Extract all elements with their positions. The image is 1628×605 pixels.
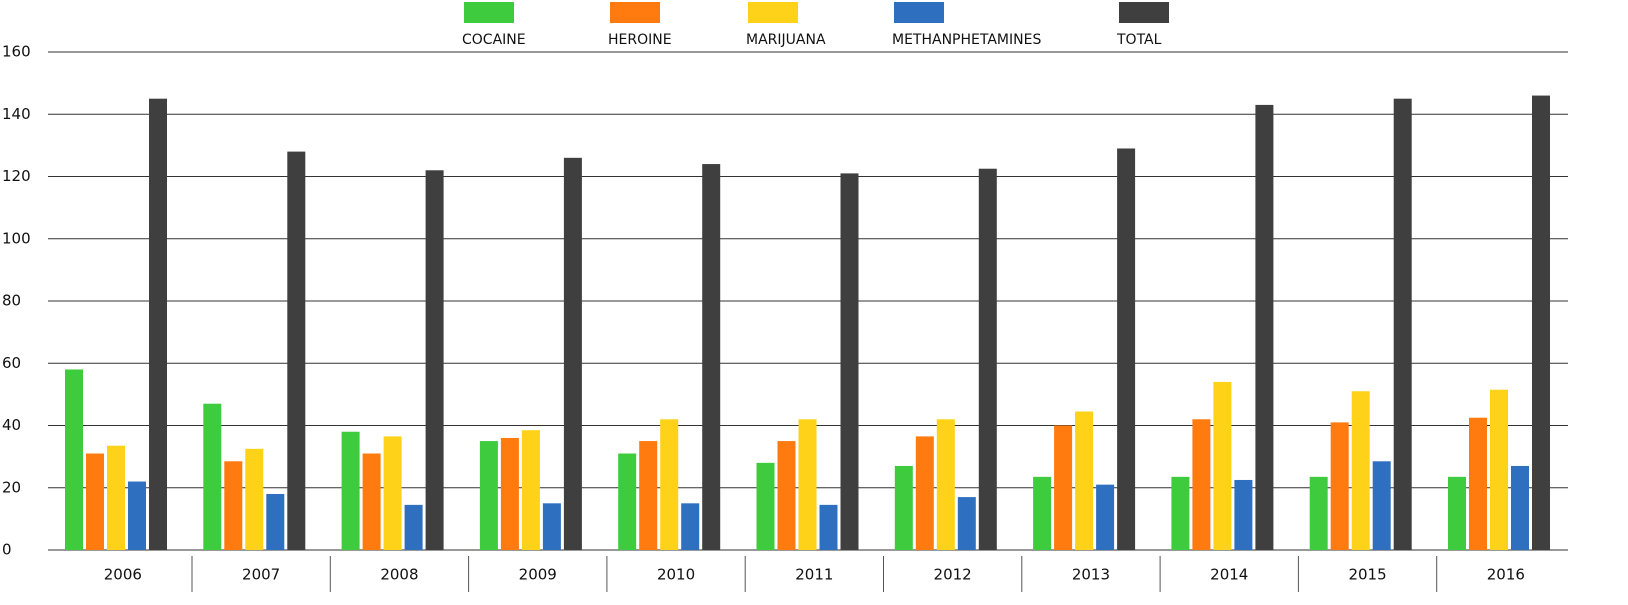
bar	[1309, 476, 1328, 550]
bar	[639, 441, 658, 550]
legend-label: TOTAL	[1116, 32, 1162, 48]
bar	[1330, 422, 1349, 550]
bar	[1234, 479, 1253, 550]
y-tick-label: 20	[2, 478, 21, 496]
bar	[245, 448, 264, 550]
bar	[287, 151, 306, 550]
bar	[383, 436, 402, 550]
bar	[618, 453, 637, 550]
y-tick-label: 80	[2, 292, 21, 310]
bar	[681, 503, 700, 550]
x-tick-label: 2013	[1072, 566, 1110, 584]
bar	[224, 461, 243, 550]
legend-swatch	[1119, 2, 1169, 23]
bar	[798, 419, 817, 550]
legend-swatch	[464, 2, 514, 23]
bar	[756, 462, 775, 550]
legend-label: COCAINE	[462, 32, 526, 48]
x-tick-label: 2006	[104, 566, 142, 584]
bar	[86, 453, 104, 550]
legend-swatch	[610, 2, 660, 23]
bar	[479, 441, 498, 550]
bar	[1033, 476, 1052, 550]
bar	[915, 436, 934, 550]
x-tick-label: 2012	[934, 566, 972, 584]
y-tick-label: 160	[2, 43, 31, 61]
bar	[702, 164, 721, 551]
bar	[128, 481, 146, 550]
legend-swatch	[894, 2, 944, 23]
bar	[425, 170, 444, 550]
bar	[1096, 484, 1115, 550]
bar	[1393, 98, 1412, 550]
bar	[936, 419, 955, 550]
y-tick-label: 100	[2, 229, 31, 247]
bar	[1054, 425, 1073, 550]
bar	[1351, 391, 1370, 550]
bar	[500, 437, 519, 550]
bar	[404, 504, 423, 550]
legend-swatch	[748, 2, 798, 23]
y-tick-label: 0	[2, 541, 12, 559]
x-tick-label: 2011	[795, 566, 833, 584]
legend-label: METHANPHETAMINES	[892, 32, 1041, 48]
y-tick-label: 40	[2, 416, 21, 434]
legend-label: HEROINE	[608, 32, 672, 48]
x-tick-label: 2015	[1348, 566, 1386, 584]
bar	[1171, 476, 1190, 550]
y-tick-label: 60	[2, 354, 21, 372]
bar	[266, 493, 285, 550]
bar	[1372, 461, 1391, 550]
bar	[660, 419, 679, 550]
bar	[362, 453, 381, 550]
bar	[542, 503, 561, 550]
bar	[341, 431, 360, 550]
bar	[1448, 476, 1466, 550]
x-tick-label: 2010	[657, 566, 695, 584]
bar	[957, 497, 976, 550]
x-tick-label: 2014	[1210, 566, 1248, 584]
bar	[1469, 417, 1487, 550]
bar	[1490, 389, 1508, 550]
bar	[1532, 95, 1550, 550]
y-tick-label: 120	[2, 167, 31, 185]
x-tick-label: 2016	[1487, 566, 1525, 584]
bar	[1255, 104, 1274, 550]
bar	[107, 445, 125, 550]
bar	[203, 403, 222, 550]
bar	[1511, 465, 1529, 550]
bar	[1117, 148, 1136, 551]
bar	[521, 430, 540, 550]
bar	[819, 504, 838, 550]
y-tick-label: 140	[2, 105, 31, 123]
bar	[1213, 381, 1232, 550]
bar	[840, 173, 859, 550]
bar	[65, 369, 83, 550]
bar	[978, 168, 997, 550]
bar	[1075, 411, 1094, 550]
bar	[149, 98, 167, 550]
x-tick-label: 2007	[242, 566, 280, 584]
bar	[563, 157, 582, 550]
bar	[777, 441, 796, 550]
x-tick-label: 2009	[519, 566, 557, 584]
bar	[894, 465, 913, 550]
x-tick-label: 2008	[380, 566, 418, 584]
legend-label: MARIJUANA	[746, 32, 826, 48]
bar	[1192, 419, 1211, 550]
